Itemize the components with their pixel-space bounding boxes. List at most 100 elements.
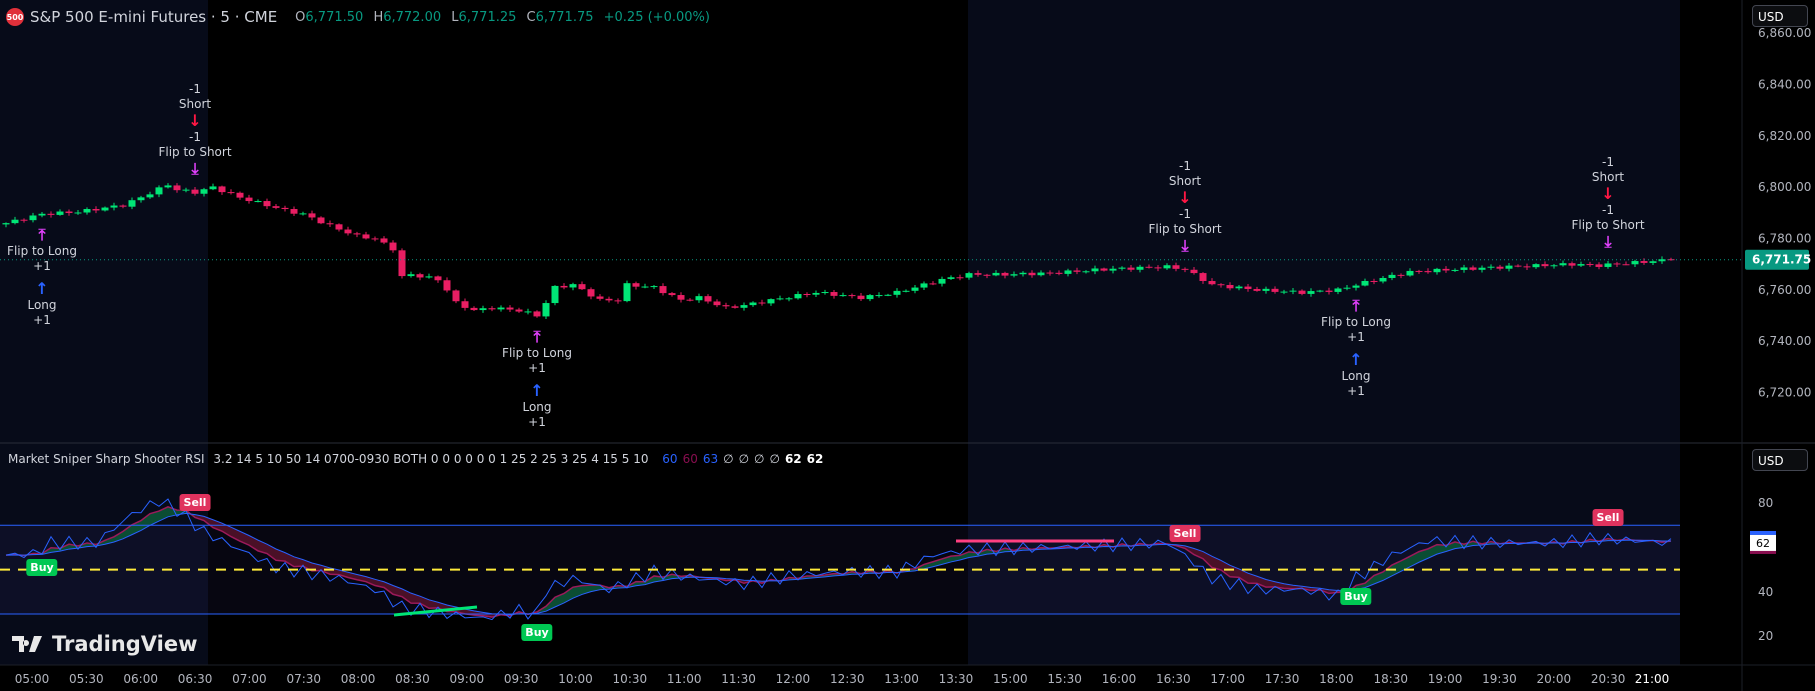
candle-body xyxy=(1253,288,1261,291)
candle xyxy=(1010,271,1018,278)
time-tick-label: 06:30 xyxy=(178,672,213,686)
candle xyxy=(92,206,100,214)
candle-body xyxy=(713,301,721,306)
candle-body xyxy=(1280,291,1288,293)
short-arrow-icon: ↓ xyxy=(188,111,202,131)
candle xyxy=(1145,264,1153,269)
candle-body xyxy=(722,305,730,307)
candle xyxy=(1235,284,1243,291)
candle-body xyxy=(110,205,118,208)
candle-body xyxy=(1109,268,1117,271)
candle-body xyxy=(866,295,874,300)
candle xyxy=(1532,263,1540,269)
short-arrow-icon: ↓ xyxy=(1178,188,1192,208)
rsi-line xyxy=(5,498,1672,621)
candle xyxy=(1334,287,1342,295)
indicator-value: ∅ xyxy=(769,452,780,466)
candle-body xyxy=(1055,272,1063,274)
candle-body xyxy=(974,273,982,275)
annotation-text: Short xyxy=(1591,169,1625,184)
symbol-title[interactable]: S&P 500 E-mini Futures · 5 · CME xyxy=(30,8,278,26)
candle-body xyxy=(1370,280,1378,282)
candle xyxy=(452,289,460,304)
candle xyxy=(659,283,667,296)
indicator-params: 3.2 14 5 10 50 14 0700-0930 BOTH 0 0 0 0… xyxy=(213,452,649,466)
candle-body xyxy=(893,290,901,295)
candle xyxy=(254,199,262,203)
candle xyxy=(911,284,919,294)
candle-body xyxy=(1622,264,1630,266)
candle-body xyxy=(542,303,550,317)
candle xyxy=(1388,272,1396,281)
candle xyxy=(1397,273,1405,279)
candle-body xyxy=(614,300,622,302)
candle xyxy=(1577,261,1585,267)
candle-body xyxy=(506,307,514,310)
candle-body xyxy=(1406,270,1414,276)
annotation-text: -1 xyxy=(1179,159,1191,174)
candle-body xyxy=(551,285,559,304)
candle-body xyxy=(281,207,289,210)
candle-body xyxy=(812,292,820,295)
time-tick-label: 21:00 xyxy=(1635,672,1670,686)
candle-body xyxy=(317,217,325,224)
candle xyxy=(857,292,865,301)
candle xyxy=(794,291,802,300)
candle-body xyxy=(128,200,136,207)
candle xyxy=(1055,270,1063,276)
price-tick-label: 6,860.00 xyxy=(1758,26,1811,40)
candle xyxy=(1091,265,1099,275)
candle-body xyxy=(1244,286,1252,289)
tradingview-watermark[interactable]: TradingView xyxy=(12,632,197,656)
time-tick-label: 12:30 xyxy=(830,672,865,686)
candle-body xyxy=(1181,268,1189,270)
candle-body xyxy=(1190,269,1198,274)
candle-body xyxy=(623,283,631,302)
candle-body xyxy=(1577,264,1585,266)
candle xyxy=(1370,278,1378,285)
candle-body xyxy=(218,186,226,193)
candle-body xyxy=(650,286,658,288)
candle-body xyxy=(416,274,424,278)
candle-body xyxy=(290,209,298,214)
candle-body xyxy=(83,209,91,213)
currency-button-indicator[interactable]: USD xyxy=(1752,449,1808,471)
ohlc-values: O6,771.50 H6,772.00 L6,771.25 C6,771.75 … xyxy=(289,10,710,25)
candle-body xyxy=(272,206,280,208)
indicator-name[interactable]: Market Sniper Sharp Shooter RSI xyxy=(8,452,205,466)
candle xyxy=(1514,264,1522,268)
candle-body xyxy=(569,284,577,288)
candle-body xyxy=(830,292,838,296)
candle xyxy=(1568,261,1576,269)
candle-body xyxy=(461,301,469,308)
candle-body xyxy=(749,302,757,306)
buy-signal-label: Buy xyxy=(26,558,58,576)
candle-body xyxy=(1514,265,1522,267)
candle-body xyxy=(47,213,55,215)
candle-body xyxy=(1307,291,1315,294)
candle-body xyxy=(155,187,163,195)
candle xyxy=(641,283,649,289)
candle xyxy=(218,185,226,195)
candle xyxy=(1217,283,1225,288)
candle-body xyxy=(1397,274,1405,276)
candle xyxy=(470,306,478,311)
currency-button-main[interactable]: USD xyxy=(1752,5,1808,27)
candle xyxy=(1379,275,1387,284)
candle xyxy=(506,305,514,313)
time-tick-label: 20:30 xyxy=(1591,672,1626,686)
indicator-legend[interactable]: Market Sniper Sharp Shooter RSI 3.2 14 5… xyxy=(8,452,823,466)
candle-body xyxy=(443,280,451,291)
candle-body xyxy=(1226,284,1234,289)
candle-body xyxy=(2,223,10,225)
candle-body xyxy=(452,290,460,302)
close-label: C xyxy=(526,9,536,25)
candle xyxy=(1019,271,1027,277)
low-label: L xyxy=(451,9,459,25)
candle xyxy=(1667,257,1675,261)
time-tick-label: 11:30 xyxy=(721,672,756,686)
candle xyxy=(758,299,766,306)
candle-body xyxy=(398,250,406,277)
candle-body xyxy=(938,278,946,284)
